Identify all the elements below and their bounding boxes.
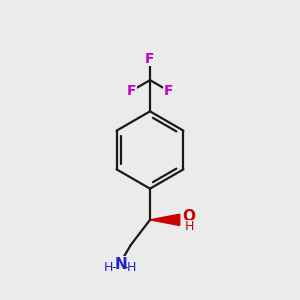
Text: -: -: [124, 261, 128, 274]
Text: F: F: [145, 52, 155, 66]
Polygon shape: [150, 214, 180, 226]
Text: F: F: [164, 84, 173, 98]
Text: F: F: [127, 84, 136, 98]
Text: N: N: [115, 257, 127, 272]
Text: H: H: [103, 261, 113, 274]
Text: H: H: [184, 220, 194, 233]
Text: -: -: [112, 261, 116, 274]
Text: H: H: [127, 261, 136, 274]
Text: O: O: [183, 209, 196, 224]
